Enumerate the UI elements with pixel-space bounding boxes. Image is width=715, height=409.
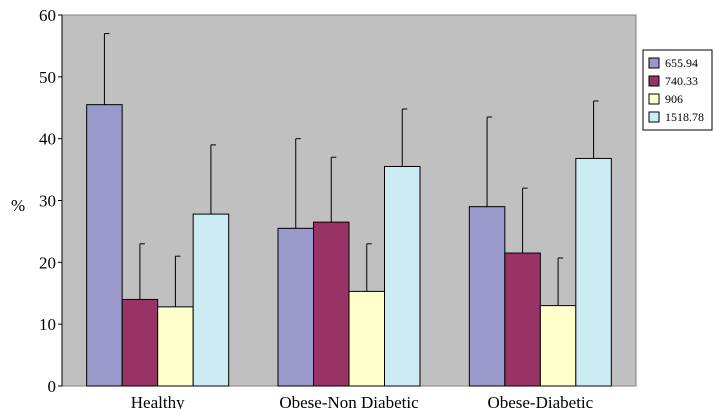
legend-swatch	[648, 57, 660, 69]
bar	[313, 221, 350, 387]
bar	[468, 206, 506, 387]
legend-label: 1518.78	[665, 110, 704, 124]
legend-label: 906	[665, 92, 683, 106]
legend-swatch	[648, 75, 660, 87]
bar	[348, 290, 385, 387]
y-axis-label: %	[11, 196, 25, 215]
y-tick-label: 0	[48, 377, 57, 396]
y-tick-label: 50	[39, 68, 56, 87]
y-tick-label: 60	[39, 6, 56, 25]
legend-label: 740.33	[665, 74, 698, 88]
y-tick-label: 20	[39, 253, 56, 272]
bar	[192, 213, 230, 387]
legend: 655.94 740.33 906 1518.78	[642, 49, 713, 131]
y-tick-label: 40	[39, 130, 56, 149]
bar	[121, 298, 159, 387]
category-label: Obese-Non Diabetic	[279, 393, 419, 409]
bar	[539, 305, 577, 387]
bar	[384, 165, 421, 387]
y-axis: 0 10 20 30 40 50 60	[39, 6, 63, 396]
category-labels: Healthy Obese-Non Diabetic Obese-Diabetic	[131, 393, 594, 409]
y-tick-label: 30	[39, 192, 56, 211]
bars	[86, 33, 612, 387]
category-label: Healthy	[131, 393, 185, 409]
bar	[504, 252, 541, 387]
legend-swatch	[648, 111, 660, 123]
bar	[575, 157, 612, 387]
legend-swatch	[648, 93, 660, 105]
bar	[86, 104, 123, 387]
bar	[157, 306, 194, 387]
legend-label: 655.94	[665, 56, 698, 70]
category-label: Obese-Diabetic	[487, 393, 593, 409]
y-tick-label: 10	[39, 315, 56, 334]
bar	[277, 227, 314, 387]
